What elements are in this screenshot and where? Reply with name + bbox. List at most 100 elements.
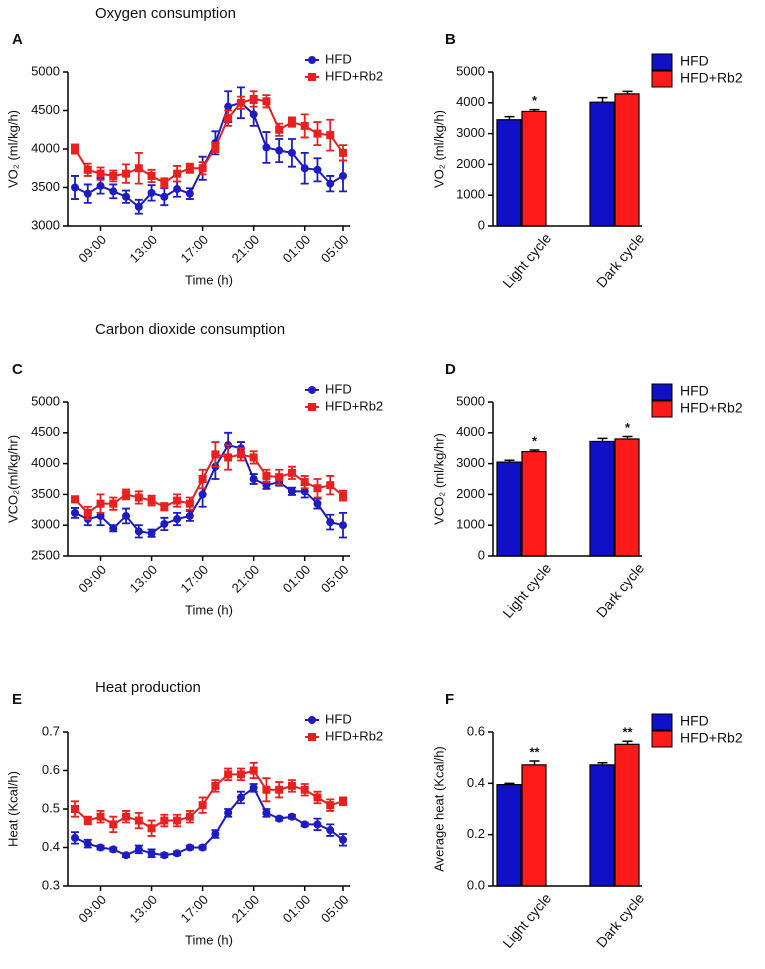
x-tick-label: 13:00: [127, 892, 161, 926]
legend-label: HFD: [680, 53, 709, 69]
data-point: [287, 468, 296, 477]
data-point: [275, 814, 284, 823]
x-tick-label: Dark cycle: [593, 230, 647, 291]
legend-marker: [308, 56, 316, 64]
error-bar: [529, 760, 540, 765]
bar: [589, 764, 615, 887]
x-tick-label: 13:00: [127, 232, 161, 266]
data-point: [173, 169, 182, 178]
data-point: [236, 98, 245, 107]
legend-swatch: [651, 383, 673, 401]
x-tick-label: 01:00: [280, 562, 314, 596]
data-point: [224, 114, 233, 123]
y-tick-label: 0.4: [42, 839, 60, 854]
legend-swatch: [651, 400, 673, 418]
bar: [614, 438, 640, 557]
bar: [521, 764, 547, 887]
data-point: [224, 770, 233, 779]
data-point: [109, 499, 118, 508]
data-point: [249, 475, 258, 483]
x-tick-label: Light cycle: [499, 890, 554, 951]
y-tick-label: 0.7: [42, 723, 60, 738]
legend-label: HFD: [325, 381, 352, 396]
data-point: [211, 450, 220, 459]
data-point: [300, 164, 309, 173]
panel: F 0.0 0.2 0.4 0.6 Average heat (Kcal/h) HFDHFD…: [431, 691, 742, 951]
y-tick-label: 3000: [456, 455, 485, 470]
series-line: [74, 101, 344, 209]
bar: [521, 110, 547, 227]
bar: [496, 784, 522, 887]
data-point: [185, 189, 194, 198]
panel-letter: C: [12, 361, 23, 378]
data-point: [326, 518, 335, 527]
x-tick-label: 13:00: [127, 562, 161, 596]
data-point: [173, 185, 182, 194]
panel-letter: B: [445, 31, 456, 48]
data-point: [96, 169, 105, 178]
y-tick-label: 0.6: [42, 762, 60, 777]
significance-label: *: [625, 420, 631, 435]
data-point: [71, 833, 79, 842]
legend-marker: [308, 716, 316, 724]
data-point: [326, 131, 335, 140]
data-point: [173, 496, 182, 505]
panel-title: Carbon dioxide consumption: [95, 321, 285, 338]
data-point: [300, 785, 309, 794]
data-point: [224, 808, 233, 817]
data-point: [160, 519, 169, 528]
data-point: [275, 125, 284, 134]
panel: B 0 1000 2000 3000 4000 5000 VO₂ (ml/kg/h) HFDHF…: [431, 31, 742, 291]
x-tick-label: 05:00: [318, 892, 352, 926]
data-point: [236, 770, 245, 779]
x-tick-label: 01:00: [280, 232, 314, 266]
data-point: [173, 515, 182, 524]
data-point: [160, 816, 169, 825]
data-point: [185, 511, 194, 520]
significance-label: *: [532, 93, 538, 108]
data-point: [249, 766, 258, 775]
bar: [589, 440, 615, 557]
data-point: [122, 192, 131, 201]
legend-label: HFD+Rb2: [680, 400, 743, 416]
data-point: [173, 816, 182, 825]
data-point: [339, 148, 347, 157]
y-tick-label: 4000: [31, 455, 60, 470]
legend-label: HFD: [680, 383, 709, 399]
data-point: [224, 102, 233, 111]
data-point: [134, 845, 143, 854]
data-point: [198, 801, 207, 810]
y-tick-label: 0.5: [42, 800, 60, 815]
x-tick-label: 17:00: [178, 232, 212, 266]
x-tick-label: 05:00: [318, 232, 352, 266]
data-point: [313, 484, 322, 493]
data-point: [287, 781, 296, 790]
data-point: [71, 145, 79, 153]
x-tick-label: Light cycle: [499, 560, 554, 621]
y-tick-label: 5000: [456, 393, 485, 408]
data-point: [83, 816, 92, 825]
x-tick-label: Dark cycle: [593, 890, 647, 951]
legend-label: HFD: [325, 51, 352, 66]
y-tick-label: 1000: [456, 187, 485, 202]
data-point: [198, 164, 207, 173]
y-axis-label: VO₂ (ml/kg/h): [5, 110, 20, 188]
series-line: [74, 453, 344, 515]
y-tick-label: 5000: [456, 63, 485, 78]
data-point: [122, 490, 131, 499]
legend-marker: [308, 386, 316, 394]
data-point: [339, 835, 347, 844]
series-line: [74, 769, 344, 830]
x-tick-label: 21:00: [229, 562, 263, 596]
x-axis-label: Time (h): [185, 932, 233, 947]
bar: [521, 450, 547, 557]
data-point: [122, 851, 131, 860]
panel-title: Oxygen consumption: [95, 5, 236, 22]
bar: [614, 93, 640, 227]
data-point: [211, 143, 220, 152]
data-point: [275, 473, 284, 482]
y-axis-label: VCO₂ (ml/kg/hr): [431, 433, 446, 525]
series-line: [74, 786, 344, 857]
x-tick-label: 01:00: [280, 892, 314, 926]
y-tick-label: 2000: [456, 486, 485, 501]
